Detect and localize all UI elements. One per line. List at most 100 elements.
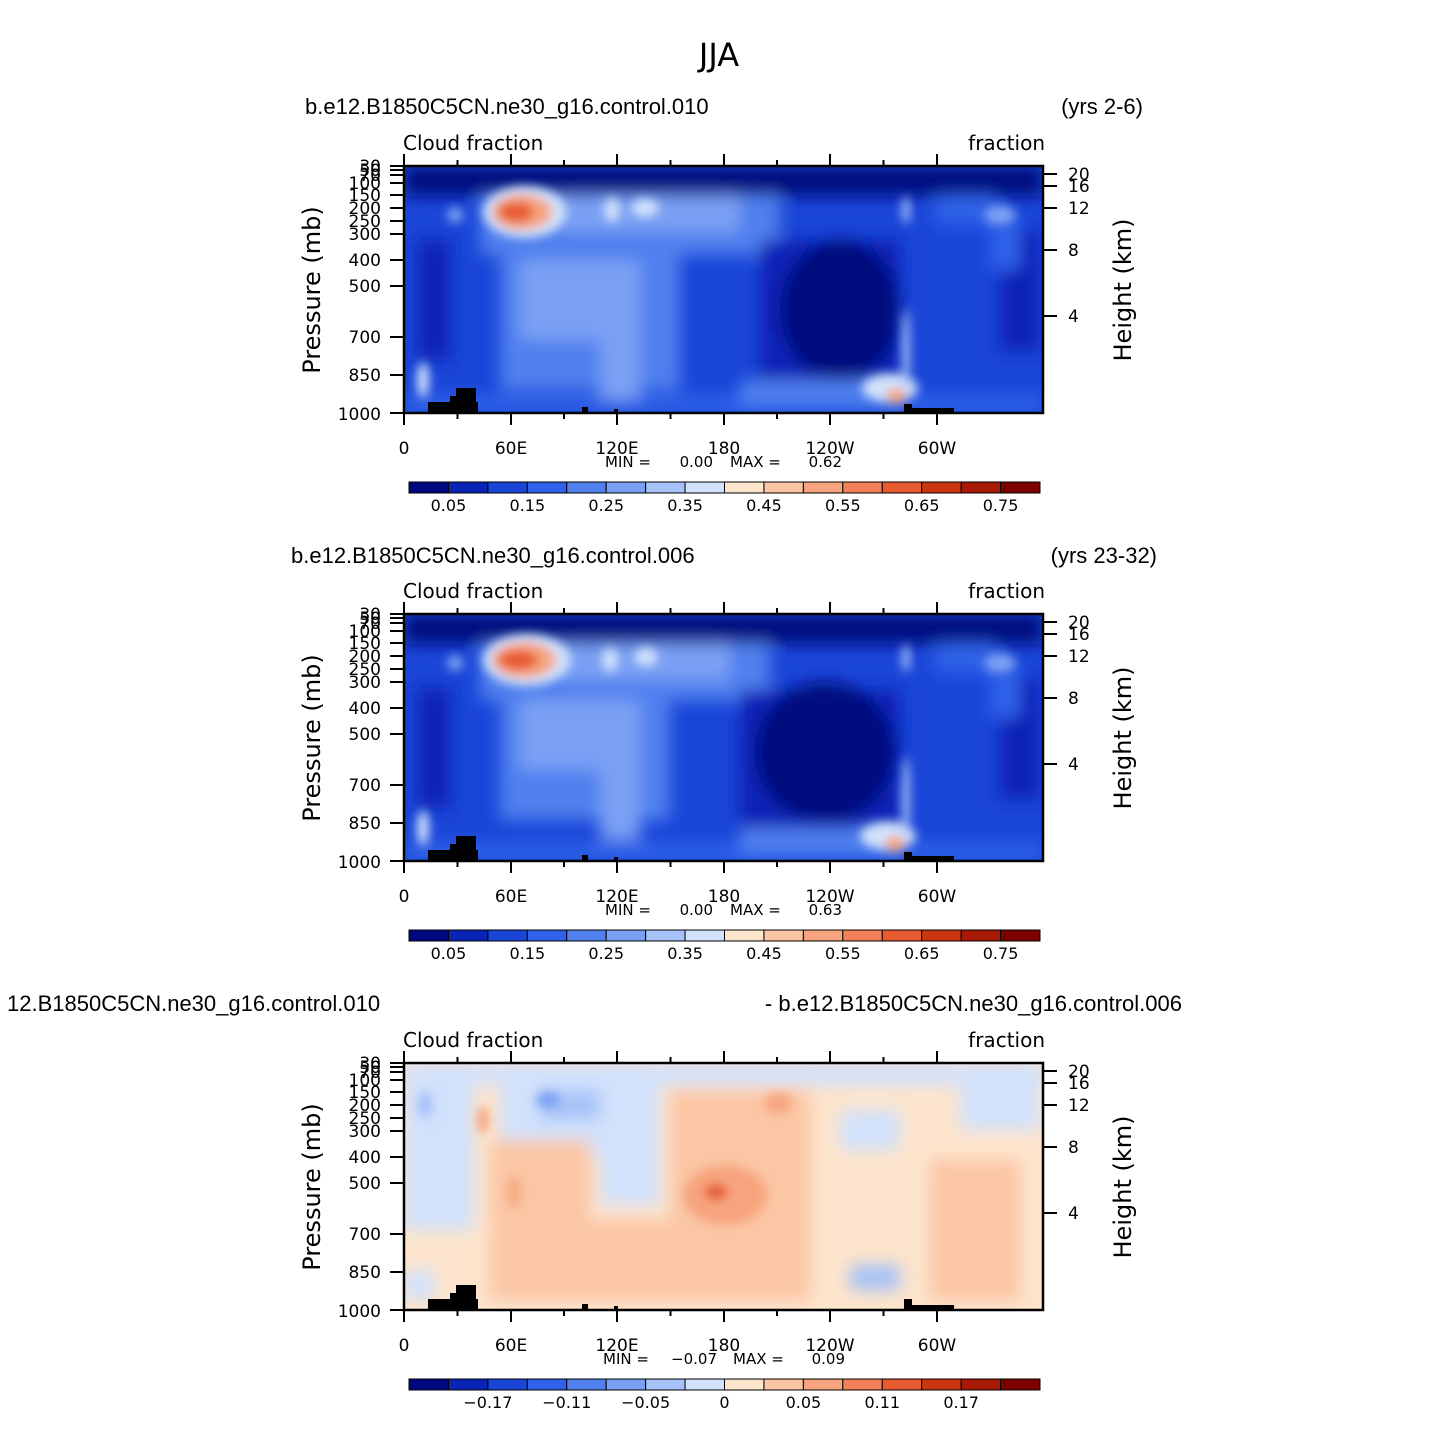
panel-3-subtitle-left: Cloud fraction: [403, 1028, 543, 1052]
colorbar-label: −0.05: [621, 1393, 670, 1412]
panel-3-title-left: 12.B1850C5CN.ne30_g16.control.010: [7, 991, 380, 1016]
y-tick-label: 500: [349, 277, 381, 297]
y-tick-label: 150: [349, 634, 381, 654]
colorbar-swatch: [1000, 929, 1041, 942]
y2-tick-label: 4: [1068, 1204, 1079, 1224]
y-tick-label: 850: [349, 1263, 381, 1283]
panel-3-ylabel-right: Height (km): [1109, 1116, 1137, 1259]
panel-1-y2-axis: 20 16 12 8 4: [1068, 165, 1090, 327]
panel-2-colorbar: 0.05 0.15 0.25 0.35 0.45 0.55 0.65 0.75: [408, 929, 1041, 963]
y2-tick-label: 20: [1068, 165, 1090, 185]
colorbar-label: 0.35: [667, 944, 703, 963]
x-tick-label: 60W: [918, 887, 957, 907]
x-tick-label: 60W: [918, 1336, 957, 1356]
y-tick-label: 250: [349, 660, 381, 680]
max-value: 0.09: [812, 1350, 845, 1368]
colorbar-swatch: [487, 929, 528, 942]
y-tick-label: 30: [359, 1054, 381, 1074]
colorbar-swatch: [447, 1378, 489, 1391]
panel-2-subtitle-left: Cloud fraction: [403, 579, 543, 603]
panel-3-y2-axis: 20 16 12 8 4: [1068, 1062, 1090, 1224]
panel-2-topography: [428, 836, 954, 861]
panel-1-ylabel: Pressure (mb): [298, 206, 326, 373]
colorbar-swatch: [802, 481, 844, 494]
y-tick-label: 500: [349, 725, 381, 745]
panel-2-y-axis: 30 50 70 100 150 200 250 300 400 500 700…: [338, 605, 381, 873]
y-tick-label: 400: [349, 251, 381, 271]
y-tick-label: 850: [349, 366, 381, 386]
y-tick-label: 300: [349, 225, 381, 245]
min-label: MIN =: [603, 1350, 649, 1368]
y-tick-label: 70: [359, 166, 381, 186]
y-tick-label: 70: [359, 1063, 381, 1083]
x-tick-label: 60E: [495, 887, 527, 907]
colorbar-label: 0.55: [825, 944, 861, 963]
colorbar-swatch: [960, 481, 1002, 494]
colorbar-label: 0.25: [588, 496, 624, 515]
y2-tick-label: 12: [1068, 1096, 1090, 1116]
colorbar-swatch: [566, 1378, 607, 1391]
colorbar-swatch: [842, 1378, 883, 1391]
y-tick-label: 700: [349, 1225, 381, 1245]
colorbar-label: 0: [719, 1393, 729, 1412]
panel-3-ylabel: Pressure (mb): [298, 1103, 326, 1270]
colorbar-label: −0.11: [542, 1393, 591, 1412]
y-tick-label: 1000: [338, 1302, 381, 1322]
colorbar-swatch: [447, 481, 489, 494]
panel-1-subtitle-left: Cloud fraction: [403, 131, 543, 155]
panel-1-subtitle-right: fraction: [968, 131, 1045, 155]
panel-2-subtitle-right: fraction: [968, 579, 1045, 603]
y-tick-label: 400: [349, 699, 381, 719]
colorbar-swatch: [921, 929, 962, 942]
y-tick-label: 30: [359, 605, 381, 625]
panel-1-field: [404, 166, 1043, 413]
y-tick-label: 50: [359, 161, 381, 181]
x-tick-label: 180: [708, 1336, 740, 1356]
y2-tick-label: 4: [1068, 307, 1079, 327]
colorbar-label: 0.17: [943, 1393, 979, 1412]
panel-3-x-axis: 0 60E 120E 180 120W 60W: [399, 1336, 957, 1356]
min-label: MIN =: [605, 453, 651, 471]
x-tick-label: 120E: [595, 439, 638, 459]
colorbar-swatch: [526, 481, 568, 494]
panel-1: b.e12.B1850C5CN.ne30_g16.control.010 (yr…: [298, 94, 1143, 515]
colorbar-label: 0.11: [864, 1393, 900, 1412]
panel-1-colorbar: 0.05 0.15 0.25 0.35 0.45 0.55 0.65 0.75: [408, 481, 1041, 515]
panel-2-title-left: b.e12.B1850C5CN.ne30_g16.control.006: [291, 543, 695, 568]
colorbar-swatch: [1000, 481, 1041, 494]
max-label: MAX =: [733, 1350, 784, 1368]
panel-2-title-right: (yrs 23-32): [1051, 543, 1157, 568]
colorbar-swatch: [921, 1378, 962, 1391]
colorbar-swatch: [802, 1378, 844, 1391]
y-tick-label: 300: [349, 673, 381, 693]
panel-1-topography: [428, 388, 954, 413]
y-tick-label: 200: [349, 199, 381, 219]
panel-2-x-axis: 0 60E 120E 180 120W 60W: [399, 887, 957, 907]
panel-3-field: [404, 1063, 1043, 1310]
colorbar-label: 0.65: [904, 496, 940, 515]
panel-3-title-right: - b.e12.B1850C5CN.ne30_g16.control.006: [765, 991, 1182, 1016]
y-tick-label: 850: [349, 814, 381, 834]
panel-2: b.e12.B1850C5CN.ne30_g16.control.006 (yr…: [291, 543, 1157, 963]
colorbar-swatch: [881, 1378, 923, 1391]
colorbar-label: 0.65: [904, 944, 940, 963]
x-tick-label: 60E: [495, 1336, 527, 1356]
figure-title: JJA: [697, 36, 739, 74]
y2-tick-label: 12: [1068, 647, 1090, 667]
y-tick-label: 150: [349, 1083, 381, 1103]
y-tick-label: 100: [349, 622, 381, 642]
colorbar-swatch: [487, 481, 528, 494]
y2-tick-label: 16: [1068, 177, 1090, 197]
colorbar-swatch: [881, 481, 923, 494]
colorbar-swatch: [724, 1378, 765, 1391]
panel-1-title-left: b.e12.B1850C5CN.ne30_g16.control.010: [305, 94, 709, 119]
x-tick-label: 0: [399, 1336, 410, 1356]
colorbar-swatch: [960, 929, 1002, 942]
panel-2-stats: MIN = 0.00 MAX = 0.63: [605, 901, 842, 919]
colorbar-swatch: [684, 1378, 725, 1391]
x-tick-label: 120W: [805, 439, 854, 459]
panel-1-ylabel-right: Height (km): [1109, 219, 1137, 362]
x-tick-label: 180: [708, 439, 740, 459]
y2-tick-label: 8: [1068, 1138, 1079, 1158]
x-tick-label: 120E: [595, 887, 638, 907]
